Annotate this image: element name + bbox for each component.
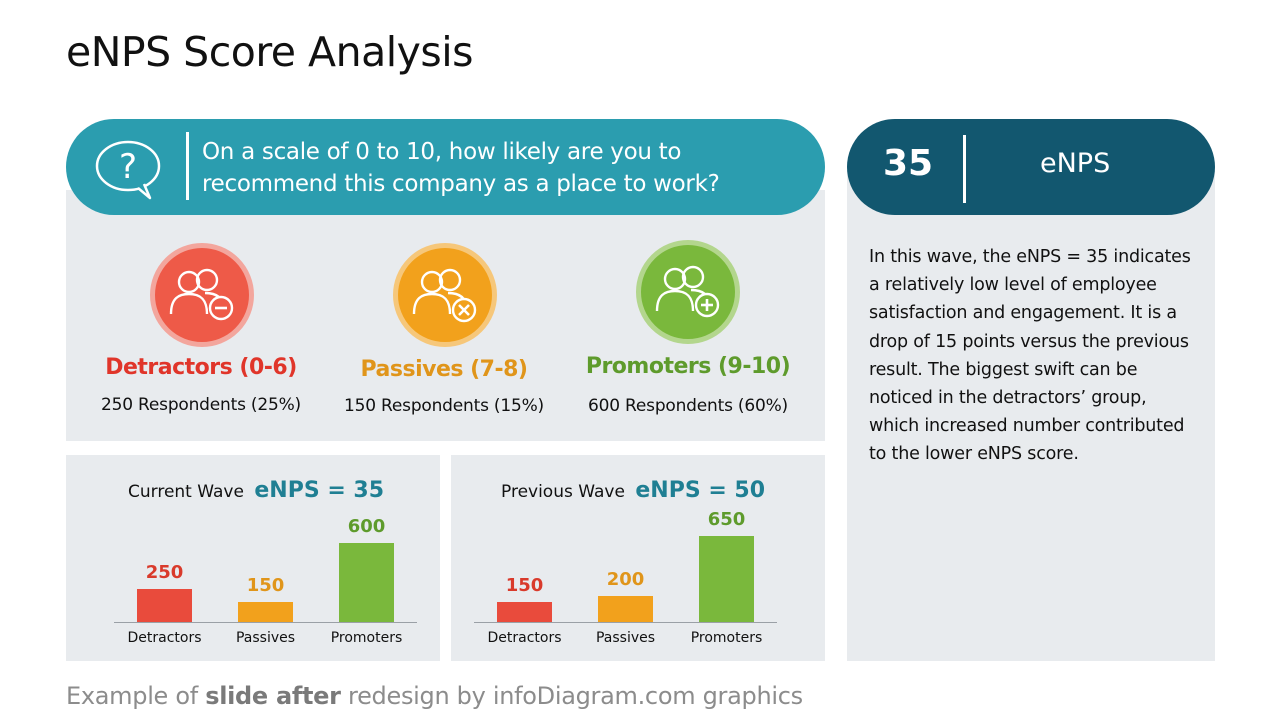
footer-suffix: redesign by infoDiagram.com graphics <box>340 682 803 710</box>
enps-score-label: eNPS <box>1040 148 1111 179</box>
current-wave-title: Current Wave <box>128 482 244 502</box>
page-title: eNPS Score Analysis <box>66 28 473 76</box>
detractors-circle <box>150 243 254 347</box>
category-label: Passives <box>235 630 296 646</box>
category-label: Detractors <box>127 630 202 646</box>
bar-value-label: 200 <box>606 569 645 590</box>
svg-text:?: ? <box>119 147 137 187</box>
bar-promoters <box>699 536 754 622</box>
bar-value-label: 150 <box>246 575 285 596</box>
current-wave-header: Current Wave eNPS = 35 <box>128 478 384 503</box>
previous-wave-panel <box>451 455 825 661</box>
bar-detractors <box>497 602 552 622</box>
bar-value-label: 650 <box>707 509 746 530</box>
chart-axis <box>474 622 777 623</box>
bar-detractors <box>137 589 192 622</box>
previous-wave-header: Previous Wave eNPS = 50 <box>501 478 765 503</box>
question-bubble-icon: ? <box>94 138 164 200</box>
current-wave-chart: 250 Detractors 150 Passives 600 Promoters <box>114 516 417 650</box>
detractors-label: Detractors (0-6) <box>105 355 297 380</box>
chart-axis <box>114 622 417 623</box>
bar-promoters <box>339 543 394 622</box>
category-label: Passives <box>595 630 656 646</box>
passives-circle <box>393 243 497 347</box>
category-label: Promoters <box>330 630 403 646</box>
score-panel <box>847 170 1215 661</box>
category-label: Promoters <box>690 630 763 646</box>
bar-passives <box>598 596 653 622</box>
promoters-label: Promoters (9-10) <box>585 354 791 379</box>
bar-value-label: 150 <box>505 575 544 596</box>
passives-respondents: 150 Respondents (15%) <box>344 396 544 416</box>
current-wave-enps: eNPS = 35 <box>254 478 385 503</box>
category-label: Detractors <box>487 630 562 646</box>
previous-wave-enps: eNPS = 50 <box>635 478 766 503</box>
enps-score-value: 35 <box>882 143 934 184</box>
promoters-respondents: 600 Respondents (60%) <box>588 396 788 416</box>
promoters-circle <box>636 240 740 344</box>
footer-caption: Example of slide after redesign by infoD… <box>66 682 803 710</box>
detractors-respondents: 250 Respondents (25%) <box>101 395 301 415</box>
question-divider <box>186 132 189 200</box>
user-plus-icon <box>655 265 720 318</box>
bar-value-label: 250 <box>145 562 184 583</box>
passives-label: Passives (7-8) <box>360 357 528 382</box>
bar-value-label: 600 <box>347 516 386 537</box>
score-description: In this wave, the eNPS = 35 indicates a … <box>869 247 1191 465</box>
bar-passives <box>238 602 293 622</box>
question-text: On a scale of 0 to 10, how likely are yo… <box>202 139 720 197</box>
score-divider <box>963 135 966 203</box>
previous-wave-title: Previous Wave <box>501 482 625 502</box>
score-banner <box>847 119 1215 215</box>
user-cancel-icon <box>412 268 477 323</box>
footer-bold: slide after <box>205 682 341 710</box>
user-minus-icon <box>169 268 234 321</box>
footer-prefix: Example of <box>66 682 206 710</box>
previous-wave-chart: 150 Detractors 200 Passives 650 Promoters <box>474 509 777 650</box>
question-banner <box>66 119 825 215</box>
